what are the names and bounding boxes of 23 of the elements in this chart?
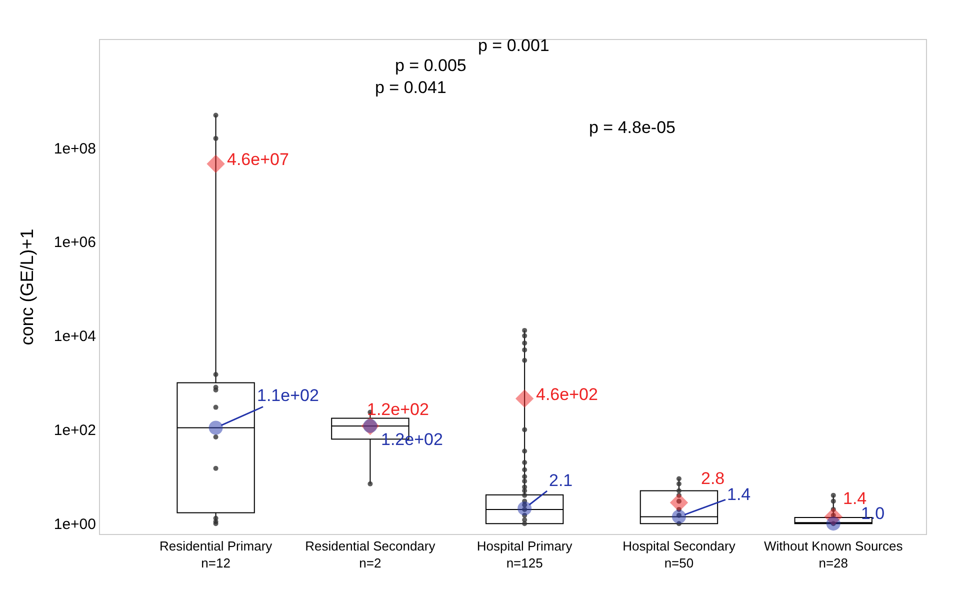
data-label: 1.4 [727,485,751,504]
y-tick-label: 1e+04 [54,328,96,346]
x-tick-label: Residential Primary n=12 [159,538,273,570]
annotation: p = 0.001 [478,36,550,55]
y-tick-label: 1e+00 [54,516,96,533]
data-label: 1.2e+02 [367,400,429,419]
annotation: p = 0.041 [375,78,446,97]
y-axis-title: conc (GE/L)+1 [17,228,38,346]
x-tick-label: Hospital Primary n=125 [476,538,573,570]
y-tick-label: 1e+06 [54,234,96,252]
data-label: 1.1e+02 [257,386,319,405]
x-tick-label: Without Known Sources n=28 [764,538,904,570]
x-tick-label: Residential Secondary n=2 [305,538,436,570]
y-tick-label: 1e+08 [54,140,96,158]
data-label: 2.1 [549,471,573,490]
data-label: 4.6e+07 [227,150,289,169]
y-tick-label: 1e+02 [54,422,96,439]
annotation: p = 0.005 [395,56,466,75]
data-label: 1.2e+02 [381,430,443,449]
annotation: p = 4.8e-05 [589,118,676,137]
x-tick-label: Hospital Secondary n=50 [622,538,736,570]
data-label: 2.8 [701,469,725,488]
data-label: 4.6e+02 [536,385,598,404]
